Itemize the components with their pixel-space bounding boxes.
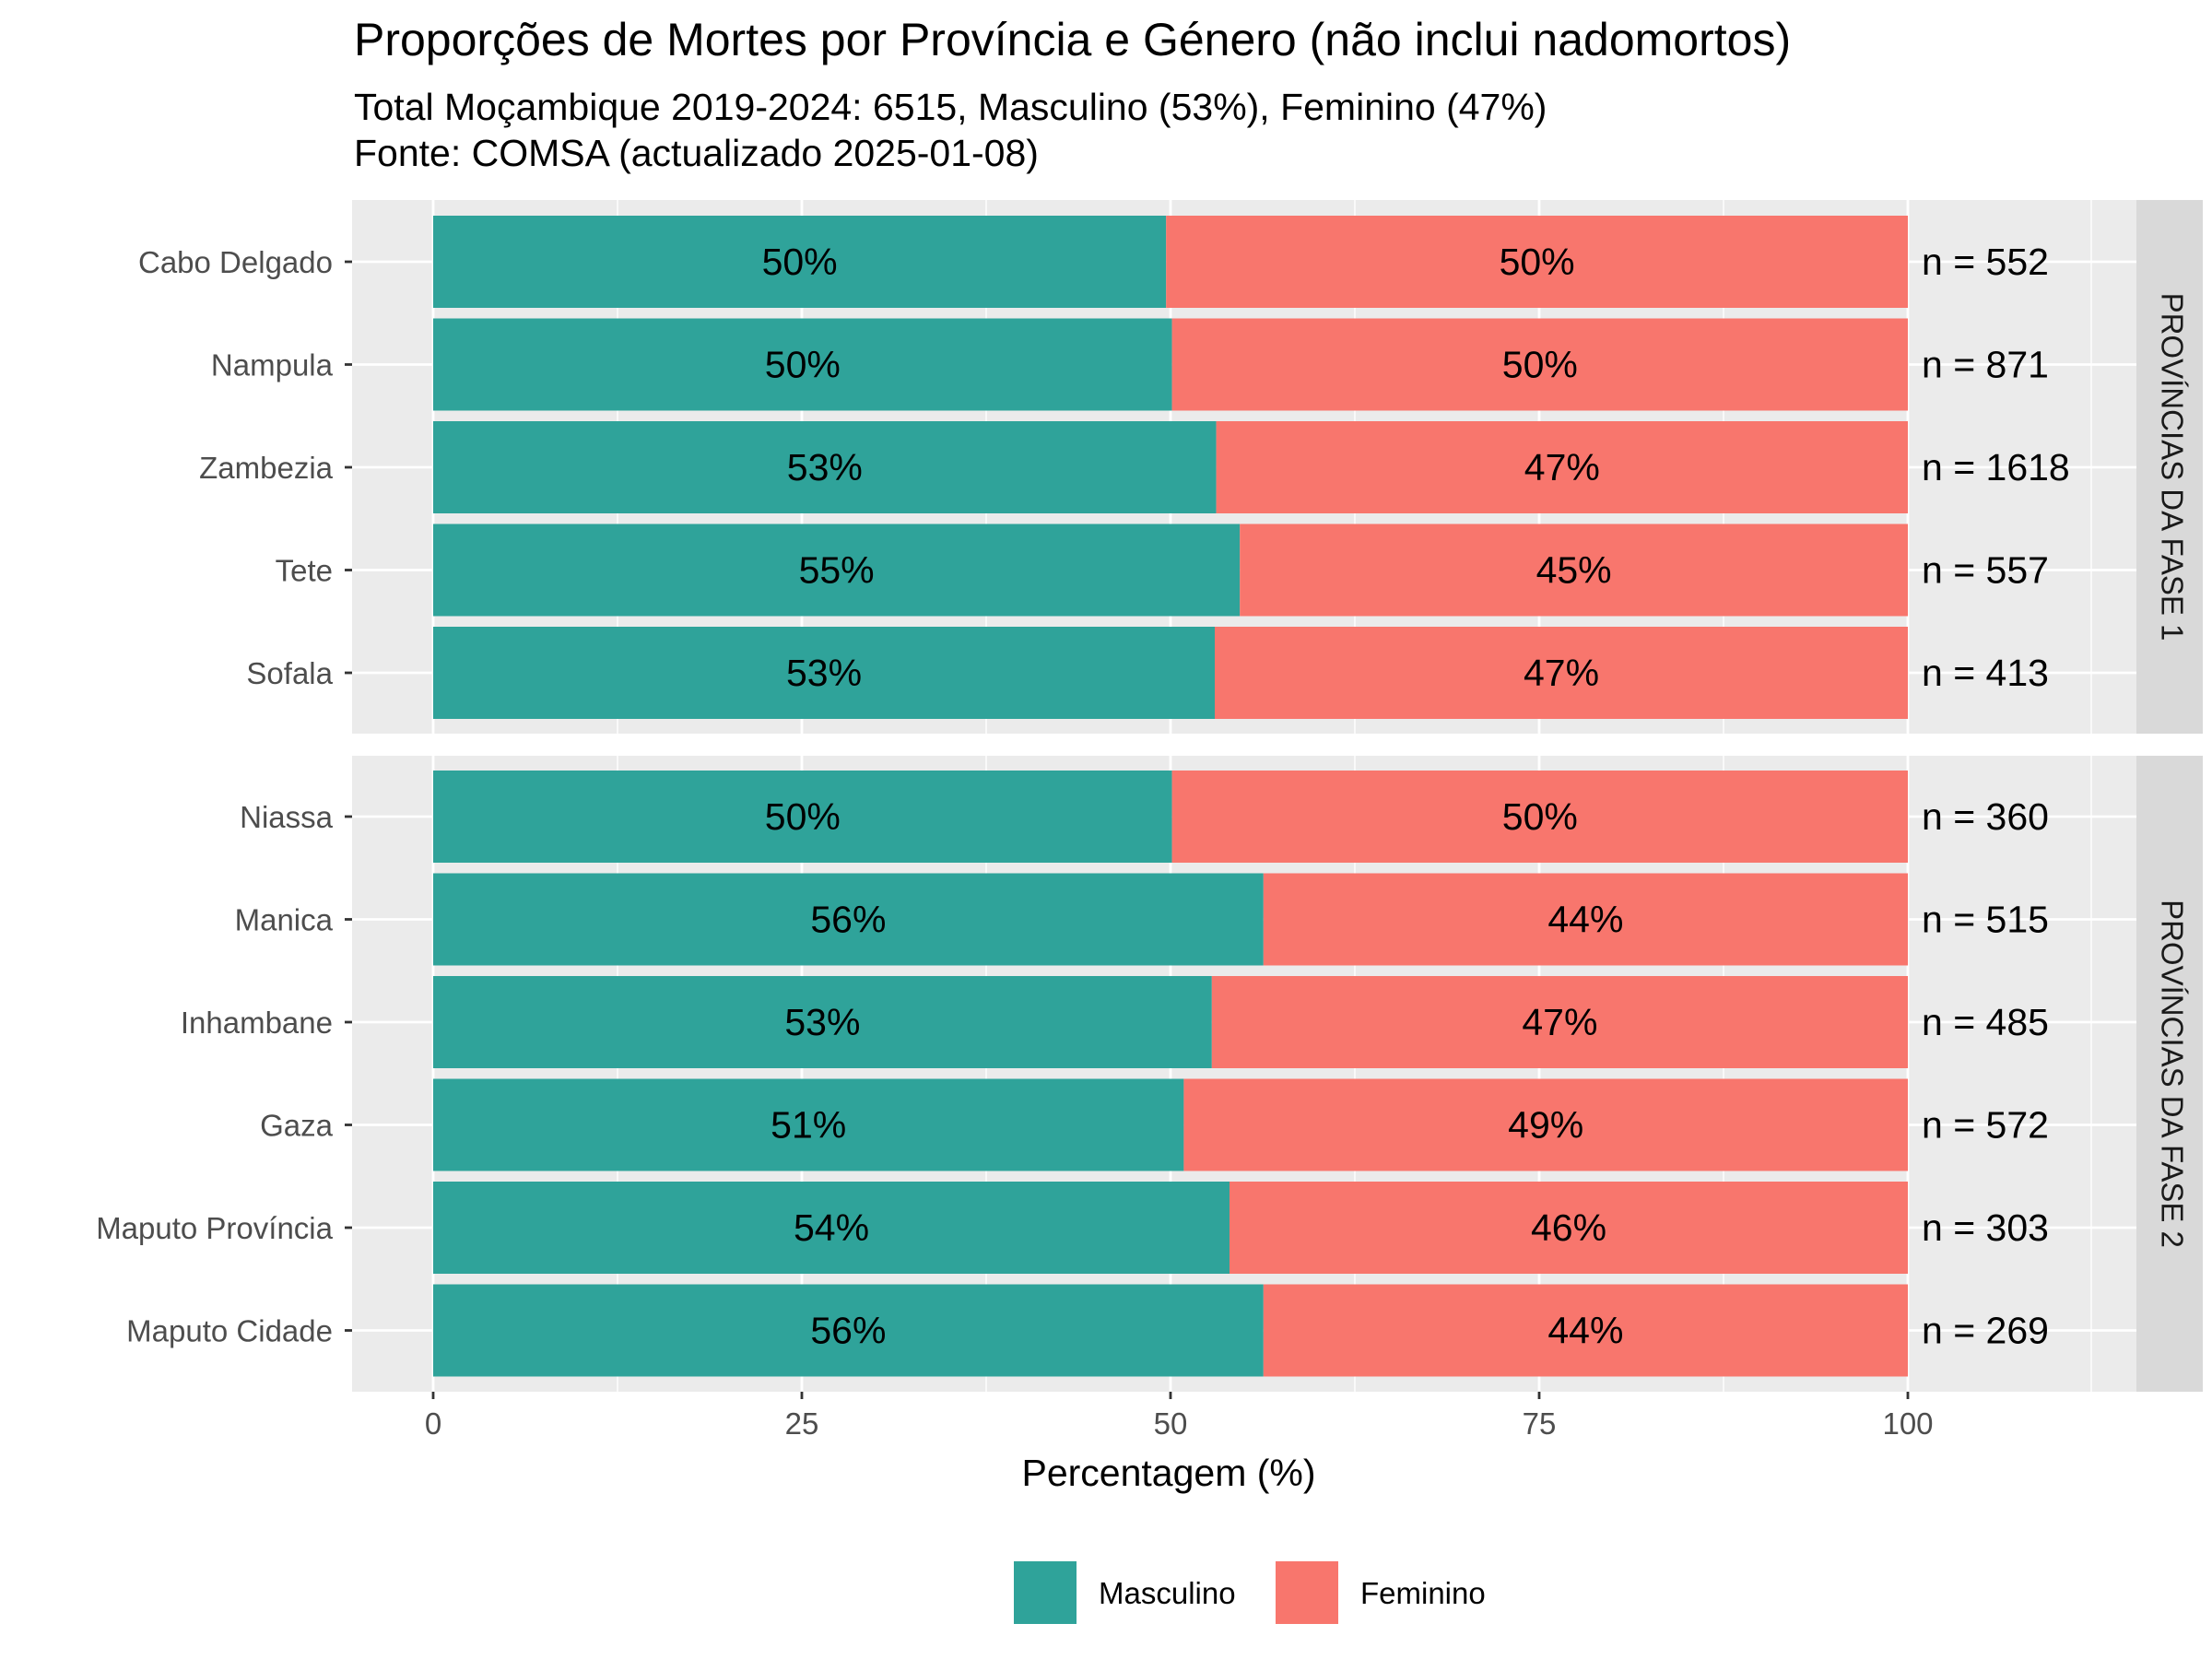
bar-masculino bbox=[433, 976, 1212, 1068]
bar-label-feminino: 47% bbox=[1522, 1001, 1597, 1043]
bar-masculino bbox=[433, 216, 1167, 308]
count-label: n = 303 bbox=[1922, 1206, 2049, 1249]
bar-masculino bbox=[433, 1284, 1264, 1377]
x-axis-label: Percentagem (%) bbox=[1021, 1452, 1315, 1494]
y-tick-label: Cabo Delgado bbox=[138, 245, 333, 279]
bar-label-masculino: 55% bbox=[799, 549, 875, 592]
bar-feminino bbox=[1240, 524, 1908, 617]
bar-label-feminino: 49% bbox=[1508, 1104, 1583, 1147]
bar-label-masculino: 54% bbox=[794, 1206, 869, 1249]
bar-masculino bbox=[433, 1182, 1230, 1274]
y-tick-label: Zambezia bbox=[199, 451, 334, 485]
y-tick-label: Manica bbox=[235, 903, 334, 937]
y-tick-label: Inhambane bbox=[181, 1006, 333, 1040]
count-label: n = 360 bbox=[1922, 795, 2049, 838]
bar-label-feminino: 50% bbox=[1500, 241, 1575, 283]
bar-label-masculino: 50% bbox=[765, 344, 841, 386]
y-tick-label: Maputo Província bbox=[96, 1211, 333, 1245]
bar-masculino bbox=[433, 771, 1172, 863]
legend: Masculino Feminino bbox=[1014, 1561, 1486, 1624]
bar-masculino bbox=[433, 318, 1172, 411]
facet-panels: 50% 50% n = 552 Cabo Delgado 50% 50% n = 871 Na… bbox=[96, 200, 2203, 1392]
x-tick-label: 75 bbox=[1523, 1406, 1557, 1441]
legend-key bbox=[1276, 1561, 1338, 1624]
bar-label-feminino: 46% bbox=[1531, 1206, 1606, 1249]
bar-feminino bbox=[1216, 421, 1908, 513]
bar-label-masculino: 50% bbox=[762, 241, 838, 283]
facet-strip-label: PROVÍNCIAS DA FASE 1 bbox=[2155, 293, 2189, 641]
bar-label-feminino: 47% bbox=[1524, 652, 1599, 694]
bar-label-masculino: 56% bbox=[810, 899, 886, 941]
legend-key bbox=[1014, 1561, 1077, 1624]
bar-feminino bbox=[1171, 318, 1908, 411]
bar-label-feminino: 44% bbox=[1547, 1310, 1623, 1352]
facet-panel: 50% 50% n = 552 Cabo Delgado 50% 50% n = 871 Na… bbox=[138, 200, 2203, 734]
chart-title: Proporções de Mortes por Província e Gén… bbox=[354, 14, 1791, 65]
chart-subtitle-line-1: Total Moçambique 2019-2024: 6515, Mascul… bbox=[354, 86, 1547, 128]
y-tick-label: Nampula bbox=[211, 348, 334, 382]
bar-feminino bbox=[1215, 627, 1908, 719]
y-tick-label: Maputo Cidade bbox=[126, 1314, 333, 1348]
facet-strip bbox=[2136, 200, 2203, 734]
bar-masculino bbox=[433, 873, 1264, 966]
count-label: n = 557 bbox=[1922, 549, 2049, 592]
bar-label-feminino: 47% bbox=[1524, 446, 1600, 488]
bar-feminino bbox=[1230, 1182, 1908, 1274]
facet-strip bbox=[2136, 756, 2203, 1392]
bar-label-feminino: 44% bbox=[1547, 899, 1623, 941]
bar-feminino bbox=[1211, 976, 1908, 1068]
bar-masculino bbox=[433, 421, 1217, 513]
bar-masculino bbox=[433, 627, 1215, 719]
y-tick-label: Tete bbox=[276, 554, 333, 588]
x-axis: 0 25 50 75 100 bbox=[425, 1392, 1934, 1441]
legend-label: Feminino bbox=[1360, 1576, 1486, 1610]
bar-feminino bbox=[1263, 873, 1908, 966]
x-tick-label: 0 bbox=[425, 1406, 441, 1441]
bar-masculino bbox=[433, 524, 1241, 617]
count-label: n = 1618 bbox=[1922, 446, 2070, 488]
bar-label-masculino: 50% bbox=[765, 795, 841, 838]
facet-strip-label: PROVÍNCIAS DA FASE 2 bbox=[2155, 900, 2189, 1248]
bar-label-masculino: 53% bbox=[786, 652, 862, 694]
y-tick-label: Sofala bbox=[246, 656, 333, 690]
y-tick-label: Gaza bbox=[260, 1109, 334, 1143]
bar-feminino bbox=[1166, 216, 1908, 308]
bar-label-masculino: 53% bbox=[787, 446, 863, 488]
facet-panel: 50% 50% n = 360 Niassa 56% 44% n = 515 Manica 53… bbox=[96, 756, 2203, 1392]
x-tick-label: 100 bbox=[1882, 1406, 1933, 1441]
chart-subtitle-line-2: Fonte: COMSA (actualizado 2025-01-08) bbox=[354, 132, 1039, 174]
legend-label: Masculino bbox=[1099, 1576, 1236, 1610]
bar-label-masculino: 56% bbox=[810, 1310, 886, 1352]
bar-label-masculino: 51% bbox=[771, 1104, 846, 1147]
count-label: n = 269 bbox=[1922, 1310, 2049, 1352]
count-label: n = 515 bbox=[1922, 899, 2049, 941]
bar-feminino bbox=[1263, 1284, 1908, 1377]
bar-label-masculino: 53% bbox=[784, 1001, 860, 1043]
bar-label-feminino: 50% bbox=[1502, 344, 1578, 386]
count-label: n = 485 bbox=[1922, 1001, 2049, 1043]
count-label: n = 572 bbox=[1922, 1104, 2049, 1147]
x-tick-label: 25 bbox=[785, 1406, 819, 1441]
count-label: n = 552 bbox=[1922, 241, 2049, 283]
bar-feminino bbox=[1183, 1078, 1908, 1171]
bar-label-feminino: 45% bbox=[1536, 549, 1612, 592]
count-label: n = 871 bbox=[1922, 344, 2049, 386]
y-tick-label: Niassa bbox=[240, 800, 334, 834]
x-tick-label: 50 bbox=[1154, 1406, 1188, 1441]
legend-item: Feminino bbox=[1276, 1561, 1486, 1624]
bar-feminino bbox=[1171, 771, 1908, 863]
bar-label-feminino: 50% bbox=[1502, 795, 1578, 838]
legend-item: Masculino bbox=[1014, 1561, 1236, 1624]
bar-masculino bbox=[433, 1078, 1184, 1171]
count-label: n = 413 bbox=[1922, 652, 2049, 694]
